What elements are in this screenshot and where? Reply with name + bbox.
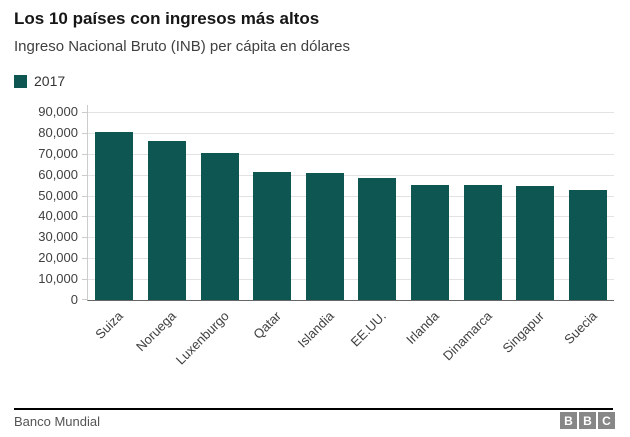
gridline [88, 174, 614, 176]
y-axis-tick-label: 40,000 [38, 208, 78, 224]
gridline [88, 153, 614, 155]
y-axis-tick-label: 50,000 [38, 187, 78, 203]
gridline [88, 132, 614, 134]
bar-suecia [568, 190, 607, 300]
y-axis-tick-label: 30,000 [38, 229, 78, 245]
y-axis-tick-label: 70,000 [38, 145, 78, 161]
y-axis-tick [82, 153, 88, 155]
bbc-logo-letter-c: C [598, 412, 615, 429]
gridline [88, 258, 614, 260]
y-axis-tick-label: 0 [70, 292, 78, 307]
y-axis-tick [82, 258, 88, 260]
plot-area [82, 105, 614, 301]
y-axis-tick [82, 237, 88, 239]
legend: 2017 [14, 73, 65, 89]
y-axis-tick [82, 174, 88, 176]
y-axis-tick-label: 60,000 [38, 166, 78, 182]
y-axis-tick [82, 299, 88, 300]
bar-suiza [95, 132, 134, 300]
gridline [88, 216, 614, 218]
x-axis-label-singapur: Singapur [499, 308, 547, 356]
x-axis-label-suecia: Suecia [560, 308, 600, 348]
bar-dinamarca [463, 185, 502, 300]
x-axis-label-ee-uu: EE.UU. [347, 308, 390, 350]
bar-ee-uu [358, 178, 397, 300]
bbc-logo-letter-b2: B [579, 412, 596, 429]
chart-title: Los 10 países con ingresos más altos [14, 9, 320, 28]
bbc-logo-letter-b1: B [560, 412, 577, 429]
source-label: Banco Mundial [14, 414, 100, 429]
x-axis-label-irlanda: Irlanda [403, 308, 442, 348]
bar-qatar [253, 172, 292, 300]
legend-label: 2017 [34, 73, 66, 89]
y-axis-tick-label: 90,000 [38, 104, 78, 119]
bar-irlanda [410, 185, 449, 300]
y-axis-tick [82, 216, 88, 218]
y-axis-tick-label: 20,000 [38, 250, 78, 266]
y-axis-tick-label: 80,000 [38, 124, 78, 140]
chart-subtitle: Ingreso Nacional Bruto (INB) per cápita … [14, 38, 351, 55]
bar-singapur [516, 186, 555, 300]
y-axis-tick [82, 112, 88, 113]
x-axis-label-qatar: Qatar [250, 308, 284, 342]
gridline [88, 237, 614, 239]
x-axis-label-dinamarca: Dinamarca [439, 308, 495, 364]
x-axis-label-noruega: Noruega [132, 308, 179, 355]
y-axis-tick-label: 10,000 [38, 271, 78, 287]
gridline [88, 112, 614, 113]
x-axis-label-suiza: Suiza [92, 308, 127, 342]
gridline [88, 279, 614, 281]
x-axis-label-luxenburgo: Luxenburgo [172, 308, 232, 368]
bar-luxenburgo [200, 153, 239, 300]
y-axis-tick [82, 279, 88, 281]
footer-divider [14, 408, 613, 410]
bbc-logo: B B C [560, 412, 615, 429]
legend-swatch [14, 74, 27, 88]
y-axis-tick [82, 195, 88, 197]
gridline [88, 195, 614, 197]
y-axis-tick [82, 132, 88, 134]
x-axis-label-islandia: Islandia [294, 308, 337, 351]
bar-chart: 0 10,000 20,000 30,000 40,000 50,000 60,000 70,… [0, 105, 630, 390]
bar-islandia [305, 173, 344, 300]
bar-noruega [147, 141, 186, 300]
